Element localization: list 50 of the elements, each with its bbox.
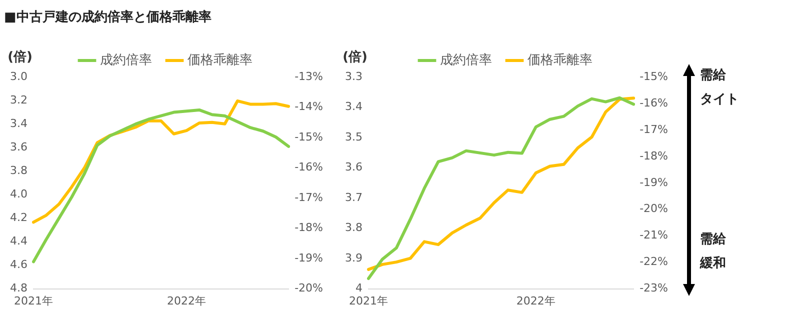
- y2-tick-label: -20%: [640, 202, 668, 216]
- y-tick-label: 3.9: [344, 251, 362, 264]
- y2-tick-label: -23%: [640, 282, 668, 295]
- legend-label: 価格乖離率: [528, 52, 592, 68]
- y2-tick-label: -13%: [294, 70, 324, 83]
- y-tick-label: 3.3: [344, 70, 362, 83]
- y2-tick-label: -16%: [294, 160, 324, 174]
- y-tick-label: 3.0: [10, 70, 28, 83]
- y2-tick-label: -19%: [640, 176, 668, 189]
- y-tick-label: 4.0: [10, 188, 28, 201]
- chart-title: ■中古戸建の成約倍率と価格乖離率: [4, 8, 212, 26]
- y-tick-label: 3.4: [10, 116, 28, 130]
- y-tick-label: 3.5: [344, 130, 362, 144]
- y-tick-label: 4: [355, 282, 362, 295]
- legend-label: 成約倍率: [440, 52, 492, 68]
- y2-tick-label: -18%: [640, 149, 668, 162]
- y2-tick-label: -18%: [294, 221, 324, 234]
- text: 需給: [700, 231, 726, 249]
- x-tick-label: 2022年: [516, 294, 556, 308]
- y-axis-title: (倍): [8, 48, 32, 65]
- y-tick-label: 3.8: [10, 164, 28, 177]
- y-axis-title: (倍): [342, 48, 368, 65]
- y-tick-label: 4.8: [10, 282, 28, 295]
- x-tick-label: 2021年: [348, 294, 388, 308]
- y2-tick-label: -17%: [294, 190, 324, 204]
- y-tick-label: 3.7: [344, 190, 362, 204]
- y-tick-label: 3.6: [344, 160, 362, 174]
- x-tick-label: 2022年: [167, 294, 206, 308]
- y-tick-label: 3.4: [344, 100, 362, 114]
- y-tick-label: 4.6: [10, 258, 28, 272]
- y2-tick-label: -17%: [640, 122, 668, 136]
- y2-tick-label: -19%: [294, 251, 324, 264]
- text: 緩和: [700, 255, 726, 273]
- y2-tick-label: -20%: [294, 282, 324, 295]
- y2-tick-label: -22%: [640, 255, 668, 268]
- y2-tick-label: -14%: [294, 100, 324, 114]
- y-tick-label: 4.4: [10, 234, 28, 248]
- text: タイト: [700, 91, 739, 109]
- y-tick-label: 3.8: [344, 221, 362, 234]
- y2-tick-label: -15%: [640, 70, 668, 83]
- legend-label: 価格乖離率: [188, 52, 252, 68]
- x-tick-label: 2021年: [14, 294, 53, 308]
- y2-tick-label: -15%: [294, 130, 324, 144]
- text: 需給: [700, 67, 726, 85]
- y2-tick-label: -16%: [640, 96, 668, 110]
- y-tick-label: 3.6: [10, 140, 28, 154]
- y-tick-label: 4.2: [10, 211, 28, 224]
- y2-tick-label: -21%: [640, 228, 668, 242]
- y-tick-label: 3.2: [10, 93, 28, 106]
- legend-label: 成約倍率: [100, 52, 152, 68]
